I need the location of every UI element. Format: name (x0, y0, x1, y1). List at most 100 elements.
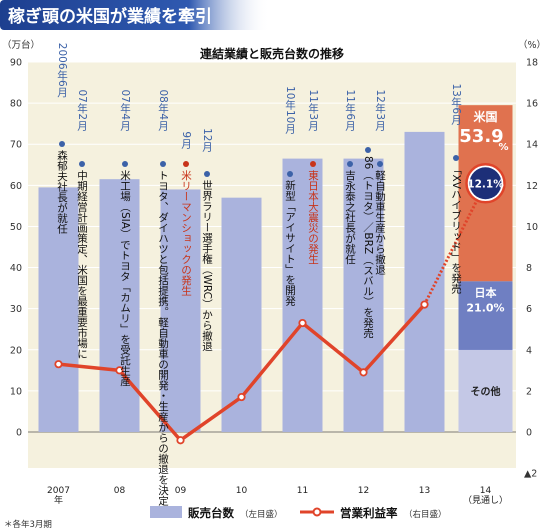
right-tick-label: ▲2 (524, 469, 537, 480)
annotation-text: 新型「アイサイト」を開発 (284, 179, 296, 307)
left-tick-label: 10 (10, 386, 22, 397)
annotation-dot (160, 161, 166, 167)
right-tick-label: 14 (526, 140, 538, 151)
annotation-text: 世界ラリー選手権（WRC）から撤退 (201, 180, 213, 352)
chart-title: 連結業績と販売台数の推移 (200, 46, 344, 61)
bar (404, 131, 445, 432)
annotation-dot (365, 147, 371, 153)
forecast-segment (458, 281, 513, 350)
category-label: 11 (297, 486, 308, 496)
annotation-text: トヨタ、ダイハツと包括提携。軽自動車の開発・生産からの撤退を決定 (157, 170, 169, 507)
annotation-text: 米リーマンショックの発生 (180, 169, 192, 296)
line-point (176, 436, 185, 445)
bar (38, 187, 79, 432)
annotation-text: 中期経営計画策定、米国を最重要市場に (76, 169, 88, 359)
line-point (298, 318, 307, 328)
annotation-dot (347, 161, 353, 167)
right-tick-label: 10 (526, 222, 538, 233)
axis-ticks: 0 10 20 30 40 50 60 70 80 90 0 2 4 6 8 10 12 14 16 18 ▲2 (10, 58, 538, 480)
forecast-segment (458, 349, 513, 432)
annotation-dot (377, 161, 383, 167)
category-label: 09 (175, 486, 187, 496)
annotation-date: 2006年6月 (56, 43, 68, 98)
category-label: 12 (358, 486, 369, 496)
right-axis-unit: （%） (518, 39, 546, 51)
right-tick-label: 6 (526, 304, 532, 315)
header-title: 稼ぎ頭の米国が業績を牽引 (8, 6, 212, 27)
forecast-callout-fill (469, 167, 502, 200)
left-tick-label: 40 (10, 263, 22, 274)
right-tick-label: 12 (526, 181, 538, 192)
left-tick-label: 20 (10, 345, 22, 356)
japan-label: 日本 (475, 285, 497, 299)
header-banner (0, 0, 270, 30)
right-tick-label: 16 (526, 99, 538, 110)
left-tick-label: 70 (10, 140, 22, 151)
annotation-dot (287, 171, 293, 177)
line-point (359, 368, 368, 377)
right-tick-label: 0 (526, 428, 532, 439)
left-tick-label: 90 (10, 58, 22, 69)
japan-share: 21.0% (466, 301, 504, 314)
category-sublabel: 年 (54, 494, 63, 506)
legend-line-axis: （右目盛） (404, 509, 447, 520)
right-tick-label: 4 (526, 345, 532, 356)
us-label: 米国 (473, 109, 497, 124)
bar (343, 158, 384, 432)
legend-bar-axis: （左目盛） (240, 509, 283, 520)
right-tick-label: 18 (526, 58, 538, 69)
annotation-date: 07年2月 (76, 89, 88, 131)
left-tick-label: 80 (10, 99, 22, 110)
annotation-text: 吉永泰之社長が就任 (344, 170, 356, 265)
us-unit: % (498, 142, 508, 153)
right-tick-label: 2 (526, 386, 532, 397)
annotation-date: 10年10月 (284, 86, 296, 134)
legend-bar-label: 販売台数 (188, 506, 234, 520)
legend: 販売台数 （左目盛） 営業利益率 （右目盛） (150, 506, 447, 520)
forecast-breakdown: 米国 53.9% 日本 21.0% その他 (458, 105, 513, 432)
annotation-dot (122, 161, 128, 167)
annotation-dot (79, 161, 85, 167)
annotation-text: 米工場（SIA）でトヨタ「カムリ」を受託生産 (119, 169, 131, 387)
bar (160, 189, 201, 432)
annotation-date: 07年4月 (119, 89, 131, 131)
annotation-dot (59, 141, 65, 147)
other-label: その他 (471, 385, 501, 398)
left-tick-label: 0 (16, 428, 22, 439)
annotation-dot (204, 171, 210, 177)
annotation-date: 13年6月 (450, 83, 462, 125)
line-forecast-segment (423, 182, 487, 306)
right-tick-label: 8 (526, 263, 532, 274)
category-sublabel: （見通し） (463, 495, 508, 506)
annotation-date: 11年6月 (344, 89, 356, 131)
category-label: 08 (114, 486, 126, 496)
annotation-date: 9月 (180, 131, 192, 149)
legend-line-label: 営業利益率 (340, 506, 398, 520)
annotation-text: 86（トヨタ）／BRZ（スバル）を発売 (362, 156, 374, 338)
category-label: 14 (480, 486, 492, 496)
line-point (420, 300, 429, 309)
annotation-dot (453, 155, 459, 161)
annotation-date: 11年3月 (307, 89, 319, 131)
category-label: 2007 (47, 486, 70, 496)
annotation-text: 「XVハイブリッド」を発売 (450, 164, 462, 294)
left-tick-label: 60 (10, 181, 22, 192)
left-tick-label: 50 (10, 222, 22, 233)
bar (282, 158, 323, 432)
annotation-date: 12年3月 (374, 89, 386, 131)
legend-line-marker (312, 507, 322, 517)
left-axis-unit: （万台） (2, 39, 40, 51)
bar-series (38, 131, 445, 432)
line-series: 12.1% (54, 163, 506, 445)
footnote: ＊各年3月期 (4, 519, 52, 530)
forecast-callout-value: 12.1% (467, 178, 504, 190)
annotation-dot (310, 161, 316, 167)
annotation-dot (183, 161, 189, 167)
legend-bar-swatch (150, 506, 182, 518)
category-label: 10 (236, 486, 248, 496)
annotation-text: 軽自動車生産から撤退 (374, 170, 386, 275)
annotation-text: 森郁夫社長が就任 (56, 149, 68, 235)
us-share: 53.9 (459, 126, 503, 147)
